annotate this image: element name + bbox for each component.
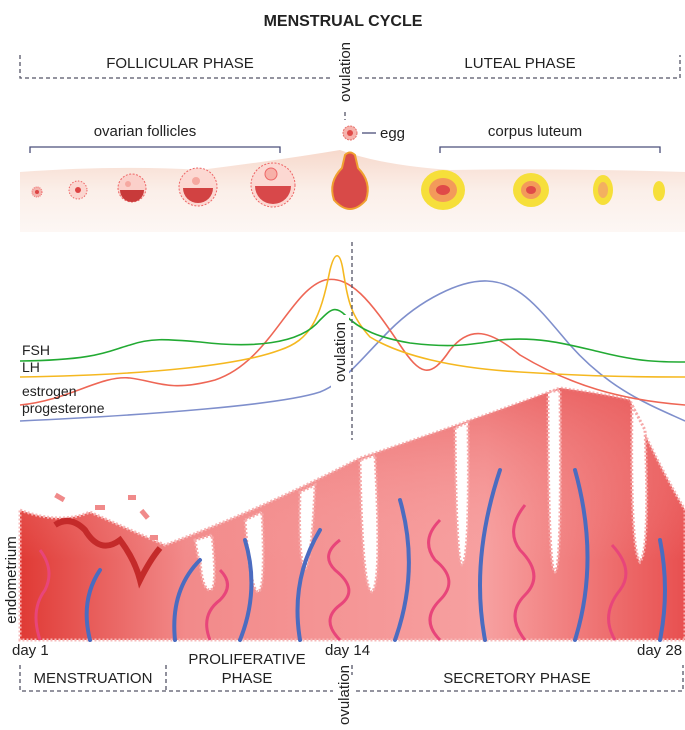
ruptured-follicle-icon — [331, 151, 369, 210]
top-phase-bracket — [19, 55, 681, 120]
corpus-luteum-icon — [421, 170, 465, 210]
proliferative-phase-label-line2: PHASE — [222, 670, 273, 687]
follicle-icon — [250, 162, 296, 208]
lh-curve — [19, 254, 685, 378]
follicle-icon — [31, 186, 43, 198]
legend-progesterone: progesterone — [22, 400, 105, 416]
legend-lh: LH — [22, 359, 40, 375]
ovarian-follicles — [31, 151, 369, 210]
bottom-phase-bracket — [19, 665, 684, 692]
corpora-lutea — [421, 170, 665, 210]
ovarian-follicles-label: ovarian follicles — [94, 123, 197, 140]
menstruation-phase-label: MENSTRUATION — [34, 670, 153, 687]
egg-label: egg — [380, 125, 405, 142]
day-14-label: day 14 — [325, 642, 370, 659]
legend-estrogen: estrogen — [22, 383, 76, 399]
corpus-luteum-icon — [593, 175, 613, 205]
estrogen-curve — [19, 278, 685, 406]
corpus-luteum-icon — [653, 181, 665, 201]
endometrium-label: endometrium — [3, 536, 20, 624]
corpus-luteum-bracket — [439, 146, 661, 153]
diagram-title: MENSTRUAL CYCLE — [264, 13, 423, 30]
day-28-label: day 28 — [637, 642, 682, 659]
corpus-luteum-label: corpus luteum — [488, 123, 582, 140]
follicle-icon — [178, 167, 218, 207]
egg-icon — [342, 125, 358, 141]
follicle-icon — [68, 180, 88, 200]
legend-fsh: FSH — [22, 342, 50, 358]
ovulation-label-top: ovulation — [337, 42, 354, 102]
secretory-phase-label: SECRETORY PHASE — [443, 670, 591, 687]
follicular-phase-label: FOLLICULAR PHASE — [106, 55, 254, 72]
ovulation-label-chart: ovulation — [332, 322, 349, 382]
follicle-icon — [117, 173, 147, 203]
ovulation-label-bottom: ovulation — [336, 665, 353, 725]
day-1-label: day 1 — [12, 642, 49, 659]
corpus-luteum-icon — [513, 173, 549, 207]
follicles-bracket — [29, 146, 281, 153]
progesterone-curve — [19, 280, 685, 422]
endometrium-tissue — [18, 386, 685, 642]
proliferative-phase-label-line1: PROLIFERATIVE — [188, 651, 305, 668]
luteal-phase-label: LUTEAL PHASE — [464, 55, 575, 72]
hormone-chart — [19, 254, 685, 422]
